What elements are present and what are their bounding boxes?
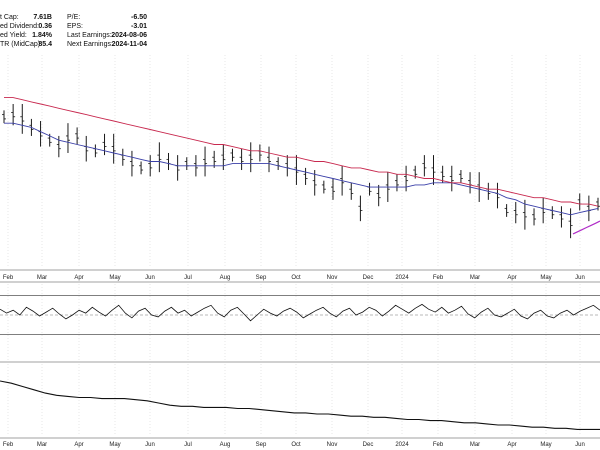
x-tick-label: Jul	[184, 275, 192, 281]
info-value: 7.61B	[33, 14, 52, 21]
x-tick-label: Mar	[37, 275, 47, 281]
ma200-line	[4, 97, 599, 207]
x-tick-label: Jun	[575, 275, 585, 281]
info-value: -3.01	[131, 23, 147, 30]
x-tick-label: Feb	[433, 275, 444, 281]
x-tick-label: Dec	[363, 442, 374, 448]
trendline	[572, 220, 600, 235]
x-tick-label: May	[109, 275, 120, 281]
info-value: 2024-08-06	[111, 32, 147, 39]
x-tick-label: Oct	[291, 275, 301, 281]
info-value: 1.84%	[32, 32, 52, 39]
x-tick-label: Oct	[291, 442, 301, 448]
x-tick-label: Sep	[256, 442, 267, 448]
x-tick-label: 2024	[395, 442, 409, 448]
x-tick-label: Jun	[145, 442, 155, 448]
x-tick-label: Apr	[507, 442, 516, 448]
x-tick-label: May	[540, 442, 551, 448]
x-tick-label: Feb	[3, 442, 14, 448]
x-tick-label: 2024	[395, 275, 409, 281]
relative-line	[0, 380, 600, 430]
x-tick-label: Jun	[145, 275, 155, 281]
info-label: ed Dividend:	[0, 23, 39, 30]
x-tick-label: Apr	[507, 275, 516, 281]
x-tick-label: Jul	[184, 442, 192, 448]
x-tick-label: Jun	[575, 442, 585, 448]
info-label: EPS:	[67, 23, 83, 30]
x-tick-label: Apr	[74, 275, 83, 281]
info-right: P/E: -6.50 EPS: -3.01 Last Earnings: 202…	[67, 14, 147, 54]
x-tick-label: Mar	[37, 442, 47, 448]
info-label: P/E:	[67, 14, 81, 21]
x-tick-label: Mar	[470, 442, 480, 448]
info-label: Last Earnings:	[67, 32, 112, 39]
info-left: t Cap: 7.61B ed Dividend: 0.36 ed Yield:…	[0, 14, 52, 54]
x-tick-label: May	[540, 275, 551, 281]
x-tick-label: Dec	[363, 275, 374, 281]
x-tick-label: Nov	[327, 442, 338, 448]
x-tick-label: Aug	[220, 275, 231, 281]
x-tick-label: Aug	[220, 442, 231, 448]
info-label: t Cap:	[0, 14, 19, 21]
x-tick-label: Apr	[74, 442, 83, 448]
ma50-line	[4, 122, 599, 216]
info-label: TR (MidCap):	[0, 41, 43, 48]
x-tick-label: Sep	[256, 275, 267, 281]
oscillator-line	[0, 303, 600, 322]
x-tick-label: Mar	[470, 275, 480, 281]
info-label: Next Earnings:	[67, 41, 113, 48]
x-tick-label: May	[109, 442, 120, 448]
info-label: ed Yield:	[0, 32, 27, 39]
info-value: 85.4	[38, 41, 52, 48]
x-tick-label: Nov	[327, 275, 338, 281]
info-value: -6.50	[131, 14, 147, 21]
x-tick-label: Feb	[3, 275, 14, 281]
info-value: 2024-11-04	[111, 41, 147, 48]
info-value: 0.36	[38, 23, 52, 30]
x-tick-label: Feb	[433, 442, 444, 448]
